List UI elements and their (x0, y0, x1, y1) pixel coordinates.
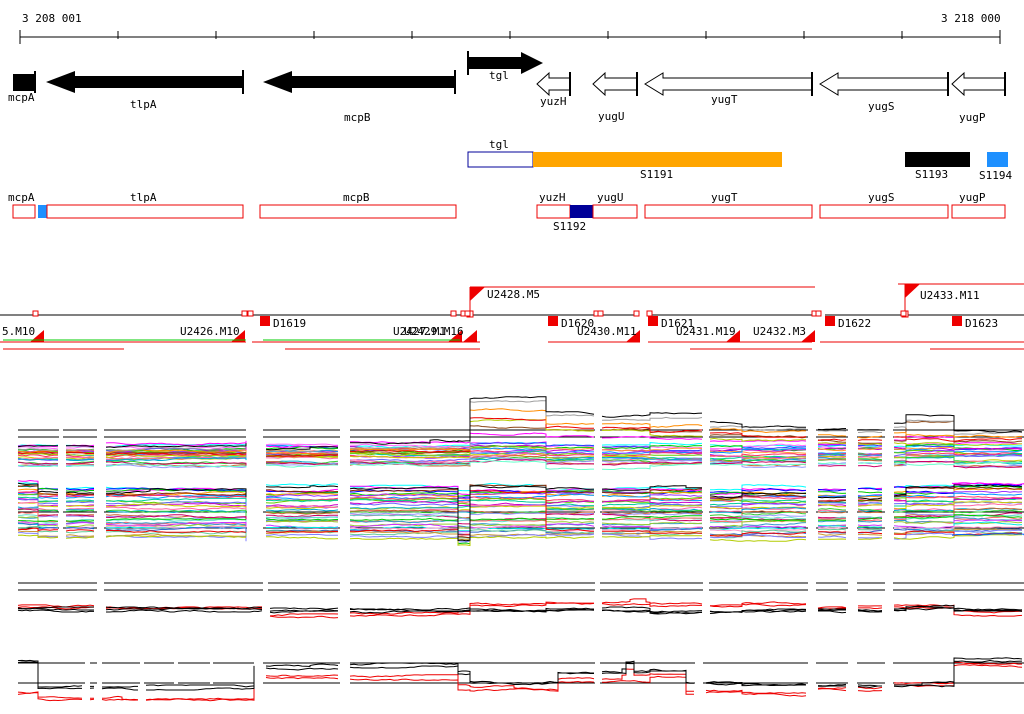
expr-profile-line (17, 460, 1022, 470)
axis-square-icon (247, 310, 254, 317)
cds-box-mcpA[interactable] (12, 204, 36, 219)
expr-highlight-line (17, 400, 1023, 454)
gene-arrow-mcpB[interactable] (263, 71, 455, 93)
expr-highlight-line (17, 482, 1023, 542)
axis-square-icon (32, 310, 39, 317)
segment-end-flag-icon[interactable] (463, 330, 477, 342)
segment-box-S1191[interactable] (533, 152, 782, 167)
segment-end-flag-icon[interactable] (448, 330, 462, 342)
gene-arrow-tgl[interactable] (468, 52, 543, 74)
axis-square-icon (241, 310, 248, 317)
segment-box-S1194[interactable] (987, 152, 1008, 167)
axis-square-icon (646, 310, 653, 317)
cds-box-yuzH[interactable] (536, 204, 571, 219)
axis-square-icon (900, 310, 907, 317)
gene-arrow-yugT[interactable] (644, 72, 813, 96)
segment-end-flag-icon[interactable] (801, 330, 815, 342)
expr-highlight-line (17, 417, 1022, 457)
axis-square-icon (815, 310, 822, 317)
d-marker-icon[interactable] (648, 316, 658, 326)
gene-arrow-yugU[interactable] (592, 71, 638, 97)
d-marker-icon[interactable] (952, 316, 962, 326)
up-flag-icon[interactable] (470, 287, 485, 301)
cds-box-yugP[interactable] (951, 204, 1006, 219)
expr-highlight-line (17, 534, 1022, 547)
d-marker-icon[interactable] (825, 316, 835, 326)
cds-box-S1192[interactable] (570, 205, 593, 218)
segment-box-S1193[interactable] (905, 152, 970, 167)
expr-highlight-line (17, 604, 1023, 613)
segment-box-tgl[interactable] (467, 151, 534, 168)
gene-arrow-tlpA[interactable] (46, 71, 243, 93)
d-marker-icon[interactable] (548, 316, 558, 326)
expr-highlight-line (17, 661, 1022, 701)
segment-end-flag-icon[interactable] (726, 330, 740, 342)
expr-highlight-line (17, 657, 1023, 688)
segment-end-flag-icon[interactable] (30, 330, 44, 342)
up-flag-icon[interactable] (905, 284, 920, 298)
segment-end-flag-icon[interactable] (626, 330, 640, 342)
expr-highlight-line (951, 533, 1024, 536)
expr-highlight-line (17, 659, 1023, 691)
axis-square-icon (450, 310, 457, 317)
cds-box-mcpB[interactable] (259, 204, 457, 219)
cds-box-yugT[interactable] (644, 204, 813, 219)
axis-square-icon (464, 310, 471, 317)
gene-arrow-yugP[interactable] (951, 71, 1006, 97)
gene-arrow-mcpA[interactable] (13, 74, 35, 91)
gene-arrow-yuzH[interactable] (536, 71, 571, 97)
d-marker-icon[interactable] (260, 316, 270, 326)
cds-box-blue-segment[interactable] (38, 205, 47, 218)
axis-square-icon (597, 310, 604, 317)
cds-box-tlpA[interactable] (46, 204, 244, 219)
gene-arrow-yugS[interactable] (819, 72, 949, 96)
expr-profile-line (17, 458, 1023, 469)
cds-box-yugS[interactable] (819, 204, 949, 219)
cds-box-yugU[interactable] (592, 204, 638, 219)
segment-end-flag-icon[interactable] (231, 330, 245, 342)
expr-highlight-line (951, 482, 1024, 486)
axis-square-icon (633, 310, 640, 317)
expr-highlight-line (17, 396, 1023, 451)
